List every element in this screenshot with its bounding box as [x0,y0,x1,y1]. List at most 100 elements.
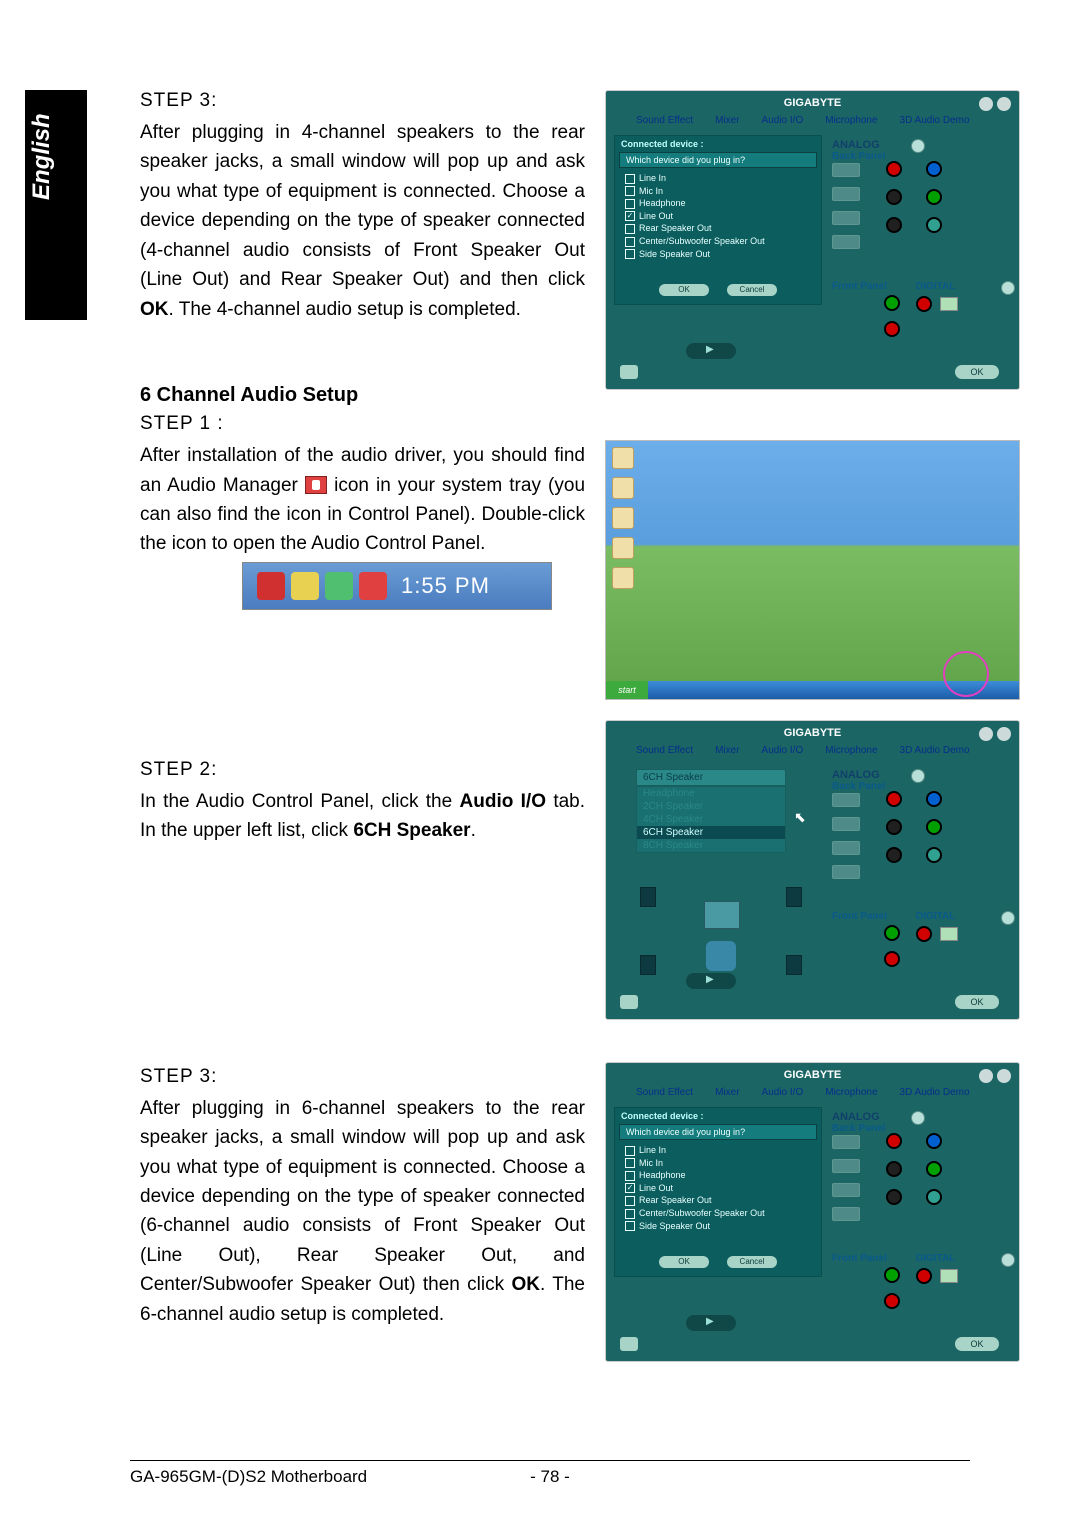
jack-linein-icon[interactable] [926,1133,942,1149]
opt-headphone[interactable]: Headphone [625,197,811,210]
minimize-icon[interactable] [979,727,993,741]
dd-opt-highlighted[interactable]: 6CH Speaker [637,826,785,839]
desk-icon[interactable] [612,447,634,469]
tray-icon[interactable] [257,572,285,600]
opt-rear[interactable]: Rear Speaker Out [625,1194,811,1207]
info-icon[interactable] [620,995,638,1009]
tab-3d-demo[interactable]: 3D Audio Demo [900,745,970,756]
analog-toggle[interactable] [911,769,925,783]
opt-linein[interactable]: Line In [625,172,811,185]
speaker-config-dropdown[interactable]: 6CH Speaker Headphone 2CH Speaker 4CH Sp… [636,769,786,853]
jack-linein-icon[interactable] [926,791,942,807]
info-icon[interactable] [620,365,638,379]
tab-sound-effect[interactable]: Sound Effect [636,1087,693,1098]
jack-mic-icon[interactable] [886,1133,902,1149]
tab-microphone[interactable]: Microphone [825,115,877,126]
jack-cs-icon[interactable] [926,847,942,863]
dialog-ok-button[interactable]: OK [659,1256,709,1268]
opt-side[interactable]: Side Speaker Out [625,1220,811,1233]
dd-opt[interactable]: Headphone [637,787,785,800]
tab-microphone[interactable]: Microphone [825,745,877,756]
play-button[interactable] [686,343,736,359]
tab-audio-io[interactable]: Audio I/O [762,745,804,756]
jack-fp1-icon[interactable] [884,925,900,941]
tab-3d-demo[interactable]: 3D Audio Demo [900,115,970,126]
opt-cs[interactable]: Center/Subwoofer Speaker Out [625,235,811,248]
jack-lineout-icon[interactable] [926,189,942,205]
tab-mixer[interactable]: Mixer [715,115,739,126]
jack-lineout-icon[interactable] [926,819,942,835]
optical-icon[interactable] [940,297,958,311]
minimize-icon[interactable] [979,1069,993,1083]
dropdown-selected[interactable]: 6CH Speaker [636,769,786,786]
jack-linein-icon[interactable] [926,161,942,177]
opt-side[interactable]: Side Speaker Out [625,248,811,261]
start-button[interactable]: start [606,681,648,699]
desk-icon[interactable] [612,537,634,559]
analog-toggle[interactable] [911,1111,925,1125]
panel-ok-button[interactable]: OK [955,365,999,379]
dd-opt[interactable]: 8CH Speaker [637,839,785,852]
jack-side-icon[interactable] [886,847,902,863]
desk-icon[interactable] [612,567,634,589]
analog-toggle[interactable] [911,139,925,153]
jack-mic-icon[interactable] [886,161,902,177]
info-icon[interactable] [620,1337,638,1351]
play-button[interactable] [686,1315,736,1331]
digital-toggle[interactable] [1001,911,1015,925]
opt-micin[interactable]: Mic In [625,185,811,198]
tab-sound-effect[interactable]: Sound Effect [636,115,693,126]
jack-rear-icon[interactable] [886,819,902,835]
dialog-cancel-button[interactable]: Cancel [727,1256,777,1268]
jack-mic-icon[interactable] [886,791,902,807]
tab-audio-io[interactable]: Audio I/O [762,115,804,126]
jack-spdif-icon[interactable] [916,296,932,312]
dialog-cancel-button[interactable]: Cancel [727,284,777,296]
optical-icon[interactable] [940,927,958,941]
dialog-ok-button[interactable]: OK [659,284,709,296]
jack-spdif-icon[interactable] [916,1268,932,1284]
jack-fp1-icon[interactable] [884,295,900,311]
opt-headphone[interactable]: Headphone [625,1169,811,1182]
jack-fp2-icon[interactable] [884,1293,900,1309]
dd-opt[interactable]: 4CH Speaker [637,813,785,826]
digital-toggle[interactable] [1001,281,1015,295]
close-icon[interactable] [997,1069,1011,1083]
opt-cs[interactable]: Center/Subwoofer Speaker Out [625,1207,811,1220]
opt-lineout[interactable]: Line Out [625,210,811,223]
opt-micin[interactable]: Mic In [625,1157,811,1170]
tray-icon[interactable] [291,572,319,600]
optical-icon[interactable] [940,1269,958,1283]
tab-mixer[interactable]: Mixer [715,1087,739,1098]
desk-icon[interactable] [612,507,634,529]
jack-spdif-icon[interactable] [916,926,932,942]
tab-sound-effect[interactable]: Sound Effect [636,745,693,756]
dd-opt[interactable]: 2CH Speaker [637,800,785,813]
jack-fp2-icon[interactable] [884,951,900,967]
panel-ok-button[interactable]: OK [955,1337,999,1351]
jack-rear-icon[interactable] [886,1161,902,1177]
opt-lineout[interactable]: Line Out [625,1182,811,1195]
jack-cs-icon[interactable] [926,217,942,233]
jack-side-icon[interactable] [886,1189,902,1205]
tab-audio-io[interactable]: Audio I/O [762,1087,804,1098]
tab-microphone[interactable]: Microphone [825,1087,877,1098]
tab-mixer[interactable]: Mixer [715,745,739,756]
play-button[interactable] [686,973,736,989]
audio-manager-tray-icon[interactable] [359,572,387,600]
opt-rear[interactable]: Rear Speaker Out [625,222,811,235]
tray-icon[interactable] [325,572,353,600]
jack-fp1-icon[interactable] [884,1267,900,1283]
close-icon[interactable] [997,727,1011,741]
panel-ok-button[interactable]: OK [955,995,999,1009]
close-icon[interactable] [997,97,1011,111]
minimize-icon[interactable] [979,97,993,111]
desk-icon[interactable] [612,477,634,499]
jack-lineout-icon[interactable] [926,1161,942,1177]
jack-fp2-icon[interactable] [884,321,900,337]
jack-rear-icon[interactable] [886,189,902,205]
jack-cs-icon[interactable] [926,1189,942,1205]
tab-3d-demo[interactable]: 3D Audio Demo [900,1087,970,1098]
jack-side-icon[interactable] [886,217,902,233]
opt-linein[interactable]: Line In [625,1144,811,1157]
